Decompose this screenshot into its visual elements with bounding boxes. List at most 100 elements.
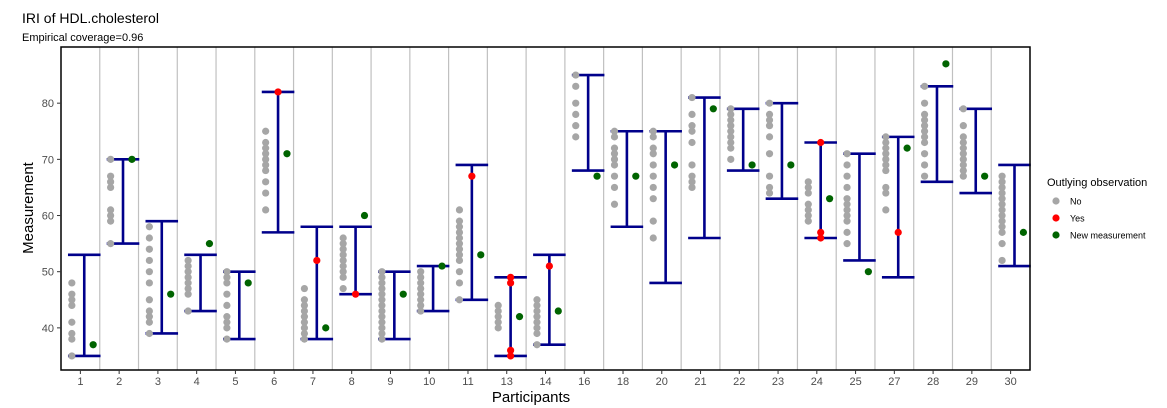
new-measurement-point (903, 144, 911, 152)
new-measurement-point (477, 251, 485, 259)
observation-point-no (107, 240, 115, 248)
observation-point-no (920, 110, 929, 119)
observation-point-no (959, 138, 967, 147)
observation-point-no (533, 307, 541, 315)
observation-point-no (455, 223, 464, 231)
observation-point-no (223, 268, 231, 276)
observation-point-no (610, 200, 619, 208)
observation-point-no (455, 217, 464, 225)
observation-point-yes (545, 262, 553, 270)
observation-point-no (727, 155, 735, 163)
x-tick-label: 11 (462, 376, 473, 388)
observation-point-no (959, 166, 967, 175)
observation-point-no (184, 284, 192, 293)
new-measurement-point (244, 279, 252, 287)
observation-point-no (843, 150, 851, 158)
observation-point-no (262, 150, 270, 158)
observation-point-no (262, 144, 270, 152)
observation-point-no (494, 307, 502, 315)
observation-point-no (262, 155, 270, 163)
x-tick-label: 7 (310, 376, 316, 388)
chart-subtitle: Empirical coverage=0.96 (22, 32, 143, 44)
observation-point-no (455, 245, 464, 253)
observation-point-no (494, 324, 502, 332)
observation-point-no (107, 183, 115, 192)
new-measurement-point (360, 211, 369, 220)
observation-point-no (107, 211, 115, 220)
observation-point-no (688, 178, 696, 186)
observation-point-no (378, 335, 386, 343)
observation-point-no (455, 268, 464, 276)
observation-point-no (145, 329, 153, 338)
observation-point-no (920, 133, 929, 141)
observation-point-no (417, 268, 425, 276)
x-tick-label: 20 (656, 376, 668, 388)
observation-point-no (107, 155, 115, 163)
observation-point-no (494, 313, 502, 321)
observation-point-no (223, 335, 231, 343)
observation-point-no (804, 211, 812, 220)
observation-point-no (145, 313, 153, 321)
observation-point-no (494, 318, 502, 326)
observation-point-no (378, 279, 386, 287)
observation-point-no (765, 133, 774, 141)
observation-point-no (68, 318, 76, 326)
observation-point-no (998, 172, 1006, 180)
observation-point-no (649, 195, 657, 203)
observation-point-no (765, 189, 774, 197)
observation-point-no (300, 324, 309, 332)
observation-point-no (300, 313, 309, 321)
observation-point-no (998, 256, 1006, 265)
observation-point-no (572, 71, 580, 79)
new-measurement-point (632, 172, 640, 180)
observation-point-no (804, 200, 812, 208)
observation-point-no (998, 178, 1006, 186)
observation-point-no (843, 172, 851, 180)
observation-point-no (765, 183, 774, 192)
observation-point-no (455, 256, 464, 265)
observation-point-no (262, 206, 270, 214)
observation-point-no (998, 189, 1006, 197)
x-tick-label: 8 (349, 376, 355, 388)
observation-point-no (882, 155, 890, 163)
observation-point-no (339, 251, 347, 259)
observation-point-no (339, 234, 347, 242)
observation-point-no (649, 161, 657, 169)
observation-point-no (184, 268, 192, 276)
observation-point-no (920, 122, 929, 130)
observation-point-no (455, 251, 464, 259)
new-measurement-point (670, 161, 679, 169)
observation-point-no (765, 116, 774, 124)
marks-group (67, 60, 1031, 360)
observation-point-no (843, 195, 851, 203)
observation-point-no (339, 273, 347, 281)
observation-point-no (68, 279, 76, 287)
observation-point-no (920, 116, 929, 124)
observation-point-no (378, 301, 386, 309)
observation-point-no (765, 172, 774, 180)
observation-point-no (727, 144, 735, 152)
observation-point-no (533, 324, 541, 332)
observation-point-no (882, 150, 890, 158)
x-tick-label: 14 (539, 376, 551, 388)
observation-point-no (378, 296, 386, 304)
observation-point-no (300, 335, 309, 343)
observation-point-no (688, 127, 696, 135)
observation-point-no (688, 122, 696, 130)
x-tick-label: 4 (194, 376, 200, 388)
y-tick-label: 40 (42, 323, 54, 335)
observation-point-no (223, 290, 231, 298)
x-tick-label: 24 (811, 376, 823, 388)
observation-point-no (804, 189, 812, 197)
observation-point-no (417, 279, 425, 287)
y-tick-label: 60 (42, 211, 54, 223)
observation-point-no (765, 99, 774, 107)
observation-point-no (572, 133, 580, 141)
observation-point-no (610, 161, 619, 169)
x-tick-label: 28 (927, 376, 939, 388)
observation-point-no (610, 172, 619, 180)
observation-point-no (455, 240, 464, 248)
observation-point-no (262, 161, 270, 169)
observation-point-no (339, 240, 347, 248)
observation-point-no (68, 301, 76, 309)
